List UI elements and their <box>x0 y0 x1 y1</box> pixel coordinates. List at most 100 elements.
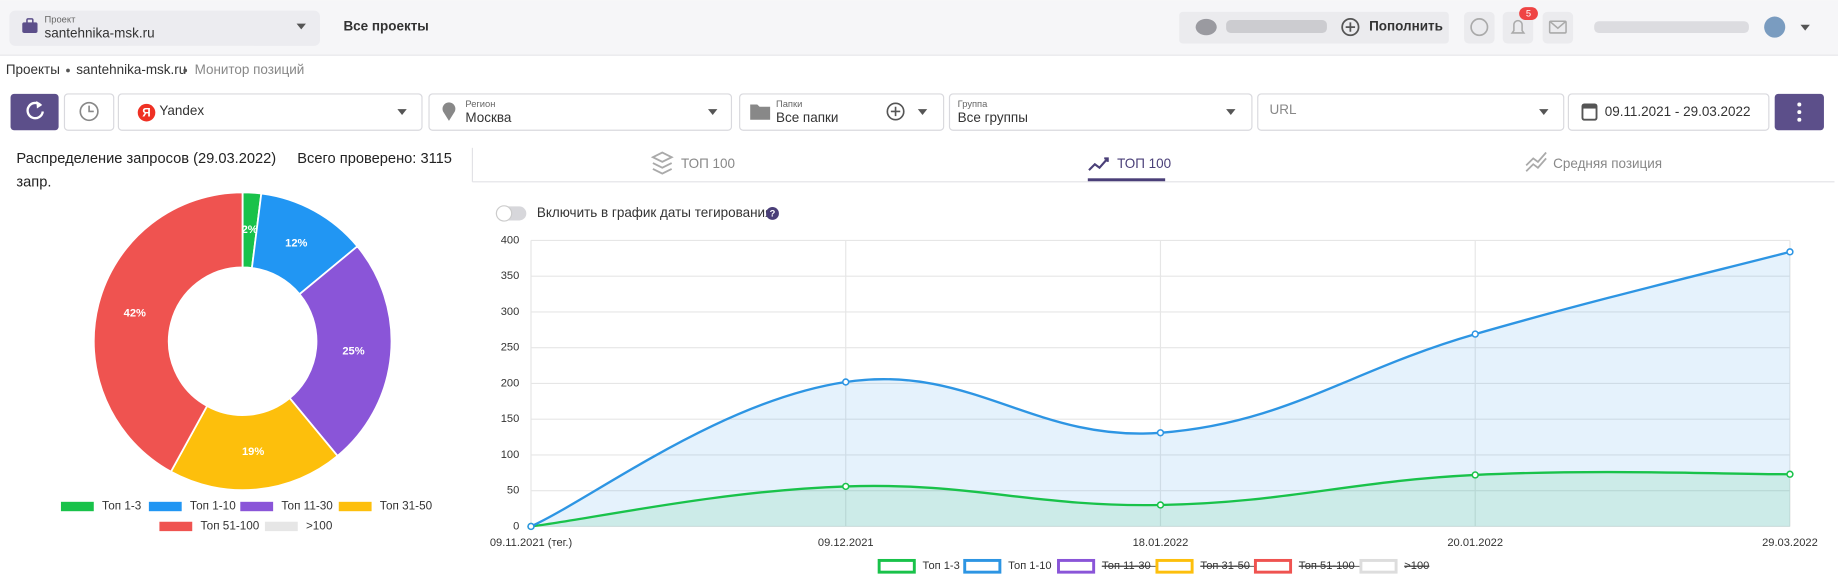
mail-icon <box>1548 20 1567 34</box>
help-mark: ? <box>770 209 776 219</box>
breadcrumb[interactable]: santehnika-msk.ru <box>76 62 186 77</box>
legend-swatch <box>1057 558 1096 574</box>
dot <box>1797 102 1802 107</box>
point <box>1156 429 1165 437</box>
point <box>1786 470 1794 478</box>
tab-label: ТОП 100 <box>1117 156 1171 171</box>
all-projects-link[interactable]: Все проекты <box>343 19 428 34</box>
caret <box>1226 109 1236 115</box>
field-label: Проект <box>45 15 77 25</box>
caret <box>1539 109 1549 115</box>
legend-swatch <box>240 501 274 512</box>
field-placeholder: URL <box>1269 102 1296 117</box>
wallet-icon <box>1195 18 1217 36</box>
dot <box>1797 110 1802 115</box>
toggle-knob <box>495 205 513 222</box>
tab-underline <box>1087 178 1166 182</box>
group-select[interactable]: Группа Все группы <box>948 93 1253 131</box>
add-folder-icon[interactable] <box>886 102 905 121</box>
select-box <box>428 93 733 131</box>
pie-slice <box>92 191 244 473</box>
date-range[interactable]: 09.11.2021 - 29.03.2022 <box>1567 93 1770 131</box>
calendar-top <box>1582 104 1597 109</box>
avg-icon <box>1525 151 1547 172</box>
slice-label: 19% <box>242 446 264 458</box>
pin-icon <box>442 102 456 121</box>
tab[interactable]: Средняя позиция <box>1525 151 1662 172</box>
legend-label: Топ 31-50 <box>380 500 433 513</box>
layers-icon <box>650 151 674 175</box>
breadcrumb[interactable]: Проекты <box>6 62 60 77</box>
plus-sign <box>1345 22 1356 32</box>
slice-label: 25% <box>342 346 364 358</box>
tab-label: ТОП 100 <box>681 156 735 171</box>
folders-select[interactable]: Папки Все папки <box>739 93 945 131</box>
y-tick-label: 300 <box>501 306 520 318</box>
trend-icon <box>1088 157 1109 171</box>
help-icon[interactable] <box>766 207 779 220</box>
legend-swatch <box>1359 558 1398 574</box>
x-tick-label: 09.12.2021 <box>818 537 874 549</box>
area <box>531 472 1790 527</box>
refresh-button[interactable] <box>10 93 59 131</box>
dot <box>1797 117 1802 122</box>
yandex-letter: Я <box>142 106 150 119</box>
plus-icon <box>1341 17 1360 37</box>
select-box <box>948 93 1253 131</box>
y-tick-label: 100 <box>501 449 520 461</box>
point <box>527 522 535 531</box>
engine-select[interactable]: Я Yandex <box>117 93 423 131</box>
x-tick-label: 09.11.2021 (тег.) <box>490 537 573 549</box>
field-label: Регион <box>465 99 495 109</box>
chart-title: Распределение запросов (29.03.2022) <box>16 150 277 167</box>
field-value: 09.11.2021 - 29.03.2022 <box>1605 104 1751 119</box>
y-tick-label: 400 <box>501 234 520 246</box>
tab[interactable]: ТОП 100 <box>650 151 735 175</box>
point <box>842 482 850 491</box>
tagging-toggle[interactable] <box>495 205 527 222</box>
field-value: Москва <box>465 110 511 125</box>
legend-label: Топ 1-10 <box>1008 560 1051 572</box>
select-box <box>117 93 423 131</box>
project-select[interactable]: Проект santehnika-msk.ru <box>9 10 321 46</box>
separator <box>66 68 70 73</box>
x-tick-label: 29.03.2022 <box>1762 537 1818 549</box>
chart-subtitle: Всего проверено: 3115 запр. <box>16 150 452 191</box>
slice-label: 42% <box>124 307 146 319</box>
avatar[interactable] <box>1764 16 1786 38</box>
caret <box>397 109 407 115</box>
field-label: Группа <box>958 99 988 109</box>
legend-swatch <box>963 558 1002 574</box>
legend-swatch <box>159 521 193 532</box>
pie-heading-text: Распределение запросов (29.03.2022) Всего… <box>16 147 461 194</box>
clock-hands <box>88 105 94 113</box>
url-select[interactable]: URL <box>1257 93 1565 131</box>
slice-label: 12% <box>285 238 307 250</box>
briefcase-handle <box>26 18 34 25</box>
point <box>1471 471 1479 479</box>
check-icon <box>1470 18 1489 37</box>
plus-sign <box>890 106 901 117</box>
pie-heading: Распределение запросов (29.03.2022) Всего… <box>16 147 461 194</box>
region-select[interactable]: Регион Москва <box>428 93 733 131</box>
x-tick-label: 20.01.2022 <box>1447 537 1503 549</box>
legend-swatch <box>148 501 182 512</box>
y-tick-label: 0 <box>513 520 519 532</box>
field-value: Все папки <box>776 110 838 125</box>
legend-swatch <box>1155 558 1194 574</box>
field-value: santehnika-msk.ru <box>45 26 155 41</box>
caret <box>708 109 718 115</box>
legend-swatch <box>1253 558 1293 574</box>
badge <box>1519 7 1538 21</box>
tab-active[interactable]: ТОП 100 <box>1087 156 1171 182</box>
field-label: Папки <box>776 99 802 109</box>
tasks-button[interactable] <box>1464 11 1495 44</box>
blurred-balance <box>1226 20 1327 33</box>
legend-label: Топ 1-3 <box>923 560 960 572</box>
blurred-email <box>1594 21 1749 33</box>
refresh-icon <box>26 101 44 120</box>
slice-label: 2% <box>242 224 258 236</box>
top-up-button[interactable]: Пополнить <box>1369 19 1443 34</box>
briefcase-icon <box>22 22 38 33</box>
